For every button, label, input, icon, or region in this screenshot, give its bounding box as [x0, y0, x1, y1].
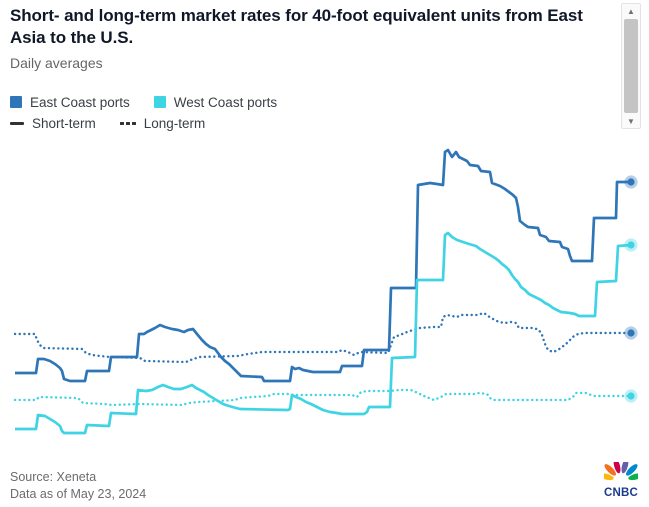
- east-coast-label: East Coast ports: [30, 94, 130, 110]
- vertical-scrollbar[interactable]: ▲ ▼: [621, 3, 641, 129]
- peacock-feather-4: [626, 464, 638, 476]
- peacock-feather-3: [621, 458, 629, 474]
- west-coast-swatch: [153, 96, 166, 108]
- short-term-label: Short-term: [32, 115, 96, 131]
- legend: East Coast ports West Coast ports Short-…: [10, 92, 301, 134]
- cnbc-logo: CNBC: [598, 458, 644, 499]
- legend-item-east-coast: East Coast ports: [10, 95, 130, 110]
- peacock-feather-1: [604, 464, 616, 476]
- endpoint-ring-west-short: [624, 238, 638, 252]
- chart-subtitle: Daily averages: [10, 55, 103, 71]
- solid-line-icon: [10, 121, 24, 125]
- legend-item-short-term: Short-term: [10, 116, 96, 131]
- east-coast-swatch: [10, 96, 22, 108]
- series-west-long: [13, 388, 633, 407]
- series-east-short: [15, 148, 631, 383]
- series-west-short: [15, 231, 632, 435]
- scroll-down-icon[interactable]: ▼: [627, 117, 635, 126]
- series-east-long: [13, 311, 633, 364]
- endpoint-dot-east-short: [627, 178, 635, 186]
- long-term-label: Long-term: [143, 115, 206, 131]
- legend-item-west-coast: West Coast ports: [153, 94, 278, 110]
- scrollbar-thumb[interactable]: [624, 19, 638, 113]
- endpoint-dot-east-long: [627, 329, 635, 337]
- endpoint-dot-west-short: [627, 241, 635, 249]
- chart-title: Short- and long-term market rates for 40…: [10, 6, 583, 47]
- legend-series-row: East Coast ports West Coast ports: [10, 92, 301, 112]
- dashed-line-icon: [119, 121, 136, 125]
- west-coast-label: West Coast ports: [173, 94, 278, 110]
- endpoint-ring-east-long: [624, 326, 638, 340]
- legend-style-row: Short-term Long-term: [10, 113, 301, 133]
- peacock-feather-2: [613, 458, 621, 474]
- endpoint-ring-east-short: [624, 175, 638, 189]
- scroll-up-icon[interactable]: ▲: [627, 7, 635, 16]
- footer: Source: Xeneta Data as of May 23, 2024: [10, 469, 146, 503]
- endpoint-ring-west-long: [624, 389, 638, 403]
- legend-item-long-term: Long-term: [119, 115, 206, 131]
- source-label: Source: Xeneta: [10, 470, 97, 484]
- as-of-label: Data as of May 23, 2024: [10, 487, 147, 501]
- peacock-icon: [598, 458, 644, 481]
- cnbc-wordmark: CNBC: [603, 487, 639, 499]
- endpoint-dot-west-long: [627, 392, 635, 400]
